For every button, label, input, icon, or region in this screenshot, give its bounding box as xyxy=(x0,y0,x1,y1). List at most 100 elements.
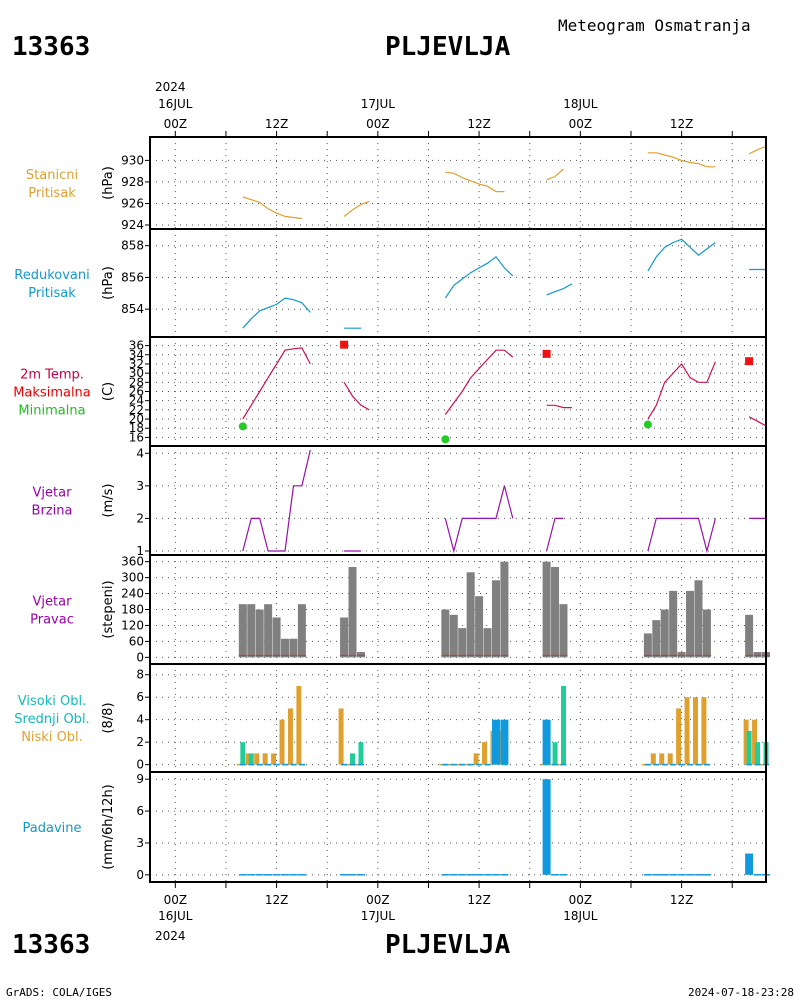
cloud-bar-low xyxy=(659,753,665,765)
y-tick-label: 20 xyxy=(129,412,144,426)
cloud-bar-low xyxy=(245,753,251,765)
cloud-bar-mid xyxy=(248,753,254,765)
tmax-marker xyxy=(542,349,551,358)
panel-label-line: Maksimalna xyxy=(13,386,91,401)
panel-6: 0 2 4 6 8 xyxy=(136,663,769,773)
panel-frame xyxy=(149,771,767,883)
series-line xyxy=(242,449,311,552)
cloud-bar-low xyxy=(287,708,293,765)
cloud-bar-low xyxy=(254,753,260,765)
y-tick-label: 6 xyxy=(136,690,144,704)
y-tick-label: 34 xyxy=(129,348,144,362)
station-name-bottom: PLJEVLJA xyxy=(385,930,511,960)
series-line xyxy=(444,255,514,299)
cloud-bar-low xyxy=(262,753,268,765)
series-line xyxy=(647,517,716,554)
panel-label-line: Srednji Obl. xyxy=(14,712,89,727)
panel-label-line: Minimalna xyxy=(18,404,85,419)
cloud-bar-high xyxy=(542,719,551,765)
y-tick-label: 300 xyxy=(121,571,144,585)
y-tick-label: 3 xyxy=(136,479,144,493)
cloud-bar-low xyxy=(650,753,656,765)
panel-unit-label: (C) xyxy=(101,382,116,401)
station-name-top: PLJEVLJA xyxy=(385,32,511,62)
series-line xyxy=(647,238,716,272)
panel-label-line: Vjetar xyxy=(33,595,73,610)
bottom-year-label: 2024 xyxy=(155,929,186,943)
y-tick-label: 22 xyxy=(129,403,144,417)
y-tick-label: 854 xyxy=(121,302,144,316)
cloud-bar-low xyxy=(279,719,285,765)
precip-bar xyxy=(745,853,754,875)
hour-label-bottom: 12Z xyxy=(670,893,694,907)
y-tick-label: 32 xyxy=(129,357,144,371)
date-label-bottom: 17JUL xyxy=(361,909,396,923)
panel-1: 924 926 928 930 xyxy=(121,136,767,232)
panel-label-line: Stanicni xyxy=(26,168,78,183)
y-tick-label: 24 xyxy=(129,394,144,408)
y-tick-label: 0 xyxy=(136,650,144,664)
cloud-bar-high xyxy=(500,719,509,765)
y-tick-label: 856 xyxy=(121,270,144,284)
direction-bar xyxy=(255,609,264,658)
direction-bar xyxy=(702,609,711,658)
series-line xyxy=(546,404,572,409)
direction-bar xyxy=(466,572,475,658)
direction-bar xyxy=(500,561,509,658)
cloud-bar-low xyxy=(473,753,479,765)
hour-label-top: 00Z xyxy=(366,117,390,131)
series-line xyxy=(444,349,514,415)
direction-bar xyxy=(669,590,678,658)
cloud-bar-low xyxy=(701,697,707,765)
y-tick-label: 30 xyxy=(129,366,144,380)
panel-frame xyxy=(149,136,767,230)
direction-bar xyxy=(281,638,290,658)
cloud-bar-low xyxy=(482,742,488,765)
date-label-top: 17JUL xyxy=(361,97,396,111)
direction-bar xyxy=(441,609,450,658)
direction-bar xyxy=(340,617,349,658)
y-tick-label: 26 xyxy=(129,385,144,399)
series-line xyxy=(748,416,767,427)
direction-bar xyxy=(348,566,357,658)
cloud-bar-low xyxy=(676,708,682,765)
y-tick-label: 2 xyxy=(136,511,144,525)
cloud-bar-mid xyxy=(552,742,558,765)
date-label-top: 16JUL xyxy=(158,97,193,111)
direction-bar xyxy=(449,614,458,658)
cloud-bar-mid xyxy=(560,685,566,765)
y-tick-label: 924 xyxy=(121,218,144,232)
direction-bar xyxy=(686,590,695,658)
y-tick-label: 18 xyxy=(129,421,144,435)
direction-bar xyxy=(660,609,669,658)
direction-bar xyxy=(551,566,560,658)
y-tick-label: 4 xyxy=(136,446,144,460)
panel-label-line: Padavine xyxy=(23,821,82,836)
direction-bar xyxy=(483,628,492,658)
y-tick-label: 6 xyxy=(136,804,144,818)
direction-bar xyxy=(694,580,703,658)
direction-bar xyxy=(652,620,661,658)
station-id-top: 13363 xyxy=(12,32,90,62)
hour-label-top: 12Z xyxy=(265,117,289,131)
panel-unit-label: (stepeni) xyxy=(101,580,116,638)
direction-bar xyxy=(356,652,365,658)
y-tick-label: 2 xyxy=(136,735,144,749)
series-line xyxy=(242,196,302,220)
tmin-marker xyxy=(238,422,247,431)
precip-bar xyxy=(542,779,551,875)
tmax-marker xyxy=(340,340,349,349)
direction-bar xyxy=(643,633,652,658)
direction-bar xyxy=(297,604,306,658)
product-title: Meteogram Osmatranja xyxy=(558,16,751,35)
y-tick-label: 0 xyxy=(136,868,144,882)
panel-label-line: 2m Temp. xyxy=(20,368,84,383)
series-line xyxy=(242,347,311,420)
cloud-bar-mid xyxy=(358,742,364,765)
panel-label-line: Redukovani xyxy=(14,268,89,283)
date-label-top: 18JUL xyxy=(563,97,598,111)
y-tick-label: 360 xyxy=(121,555,144,569)
y-tick-label: 16 xyxy=(129,430,144,444)
series-line xyxy=(546,517,564,552)
